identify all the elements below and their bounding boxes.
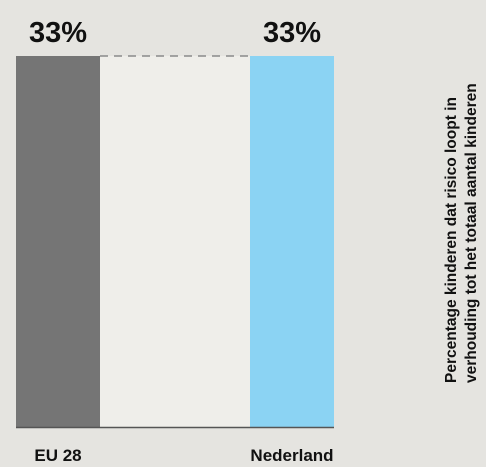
bars-layer xyxy=(16,56,334,427)
category-label-eu-28: EU 28 xyxy=(34,446,81,465)
y-axis-label-line-2: verhouding tot het totaal aantal kindere… xyxy=(463,83,480,383)
y-axis-label-line-1: Percentage kinderen dat risico loopt in xyxy=(443,97,460,383)
value-label-nederland: 33% xyxy=(263,17,321,49)
value-label-eu-28: 33% xyxy=(29,17,87,49)
bar-eu-28 xyxy=(16,56,100,427)
bar-nederland xyxy=(250,56,334,427)
value-labels: 33% 33% xyxy=(29,17,321,49)
category-label-nederland: Nederland xyxy=(250,446,333,465)
category-labels: EU 28 Nederland xyxy=(34,446,333,465)
